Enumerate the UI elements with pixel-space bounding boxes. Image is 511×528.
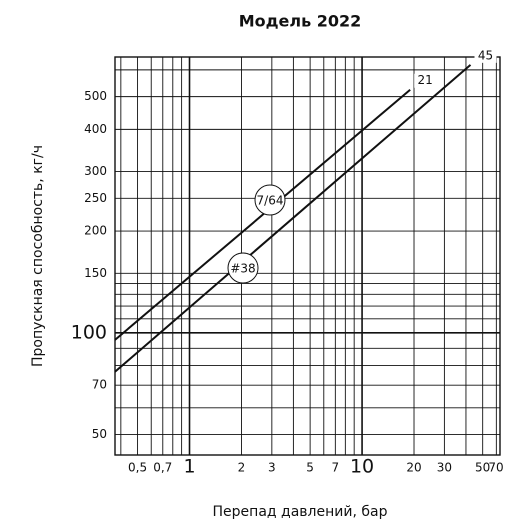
y-tick-label: 50 (92, 427, 107, 441)
flow-line (114, 88, 411, 341)
y-axis-label: Пропускная способность, кг/ч (30, 145, 46, 367)
annotation-circle (254, 184, 286, 216)
series-label-bg (474, 48, 497, 63)
y-tick-label: 500 (84, 89, 107, 103)
x-tick-label: 10 (350, 456, 374, 478)
x-tick-label: 30 (437, 461, 452, 475)
y-tick-label: 250 (84, 191, 107, 205)
flow-line (114, 64, 472, 373)
x-tick-label: 20 (406, 461, 421, 475)
x-tick-label: 0,7 (153, 461, 172, 475)
x-tick-label: 2 (238, 461, 246, 475)
series-label: 45 (478, 48, 493, 62)
x-tick-label: 50 (475, 461, 490, 475)
annotation-label: #38 (230, 262, 255, 276)
y-tick-label: 70 (92, 378, 107, 392)
series-label: 21 (418, 73, 433, 87)
x-tick-label: 70 (488, 461, 503, 475)
y-tick-label: 150 (84, 266, 107, 280)
x-tick-label: 3 (268, 461, 276, 475)
annotation-circle (227, 252, 259, 284)
x-tick-label: 1 (183, 456, 195, 478)
x-tick-label: 0,5 (128, 461, 147, 475)
x-tick-label: 5 (306, 461, 314, 475)
y-tick-label: 200 (84, 224, 107, 238)
annotation-label: 7/64 (257, 194, 284, 208)
y-tick-label: 100 (71, 321, 107, 343)
x-axis-label: Перепад давлений, бар (213, 504, 388, 520)
x-tick-label: 7 (332, 461, 340, 475)
series-label-bg (414, 73, 437, 88)
chart-title: Модель 2022 (239, 12, 362, 31)
y-tick-label: 400 (84, 122, 107, 136)
y-tick-label: 300 (84, 164, 107, 178)
plot-frame (114, 56, 501, 456)
